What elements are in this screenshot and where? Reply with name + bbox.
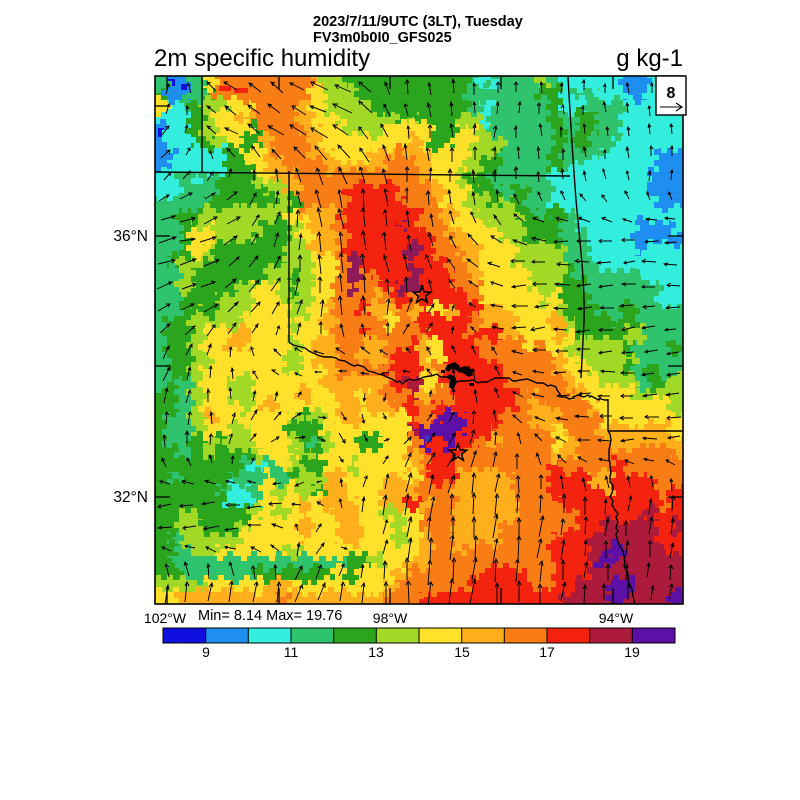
svg-text:11: 11	[284, 644, 299, 660]
svg-text:94°W: 94°W	[599, 610, 634, 626]
svg-text:36°N: 36°N	[113, 228, 148, 245]
svg-text:8: 8	[667, 85, 676, 102]
svg-text:2m specific humidity: 2m specific humidity	[154, 45, 370, 72]
svg-text:13: 13	[368, 644, 384, 660]
svg-text:2023/7/11/9UTC (3LT), Tuesday: 2023/7/11/9UTC (3LT), Tuesday	[313, 14, 523, 30]
svg-text:19: 19	[624, 644, 640, 660]
svg-text:g kg-1: g kg-1	[616, 45, 683, 72]
svg-text:17: 17	[539, 644, 555, 660]
svg-text:9: 9	[202, 644, 210, 660]
svg-text:102°W: 102°W	[144, 610, 187, 626]
svg-text:32°N: 32°N	[113, 489, 148, 506]
svg-text:15: 15	[454, 644, 470, 660]
svg-text:FV3m0b0I0_GFS025: FV3m0b0I0_GFS025	[313, 30, 452, 46]
svg-text:Min= 8.14 Max= 19.76: Min= 8.14 Max= 19.76	[198, 608, 342, 624]
svg-text:98°W: 98°W	[373, 610, 408, 626]
